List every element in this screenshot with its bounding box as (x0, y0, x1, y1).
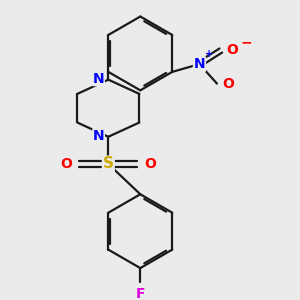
Text: N: N (93, 72, 104, 86)
Text: O: O (226, 43, 238, 56)
Text: F: F (136, 286, 145, 300)
Text: O: O (61, 157, 73, 171)
Text: N: N (194, 57, 205, 71)
Text: −: − (240, 36, 252, 50)
Text: +: + (205, 50, 213, 59)
Text: S: S (103, 157, 114, 172)
Text: O: O (144, 157, 156, 171)
Text: N: N (93, 129, 104, 143)
Text: O: O (223, 76, 235, 91)
